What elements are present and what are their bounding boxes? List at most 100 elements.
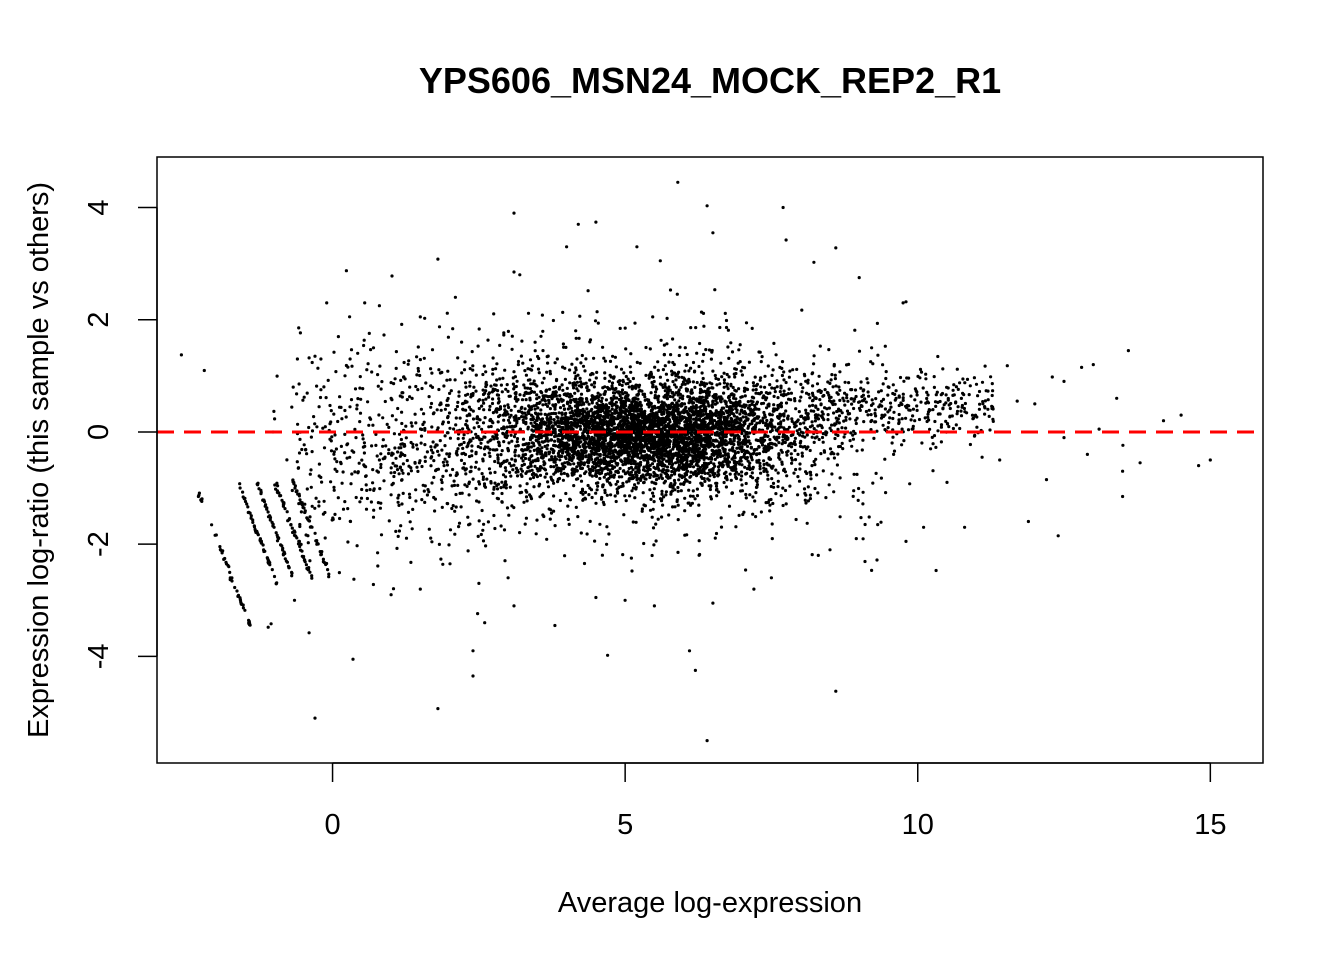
data-point <box>642 445 646 449</box>
data-point <box>610 399 614 403</box>
data-point <box>654 442 658 446</box>
data-point <box>665 408 669 412</box>
data-point <box>657 461 661 465</box>
data-point <box>545 370 549 374</box>
data-point <box>629 370 633 374</box>
data-point <box>805 433 809 437</box>
data-point <box>443 444 447 448</box>
data-point <box>804 408 808 412</box>
data-point <box>566 453 570 457</box>
data-point <box>607 405 611 410</box>
data-point <box>744 492 748 497</box>
data-point <box>558 406 563 410</box>
data-point <box>810 464 814 468</box>
data-point <box>555 467 559 471</box>
data-point <box>432 475 436 479</box>
data-point <box>644 345 648 350</box>
data-point <box>538 443 542 447</box>
data-point <box>610 459 614 464</box>
data-point <box>350 364 354 368</box>
data-point <box>635 402 639 406</box>
data-point <box>697 503 701 507</box>
data-point <box>661 406 665 411</box>
data-point <box>605 542 609 546</box>
data-point <box>502 331 506 335</box>
data-point <box>600 418 605 422</box>
data-point <box>507 405 511 410</box>
data-point <box>697 539 701 543</box>
data-point <box>464 385 468 389</box>
data-point <box>723 311 727 315</box>
data-point <box>795 429 799 433</box>
data-point <box>561 310 565 314</box>
data-point <box>471 436 475 440</box>
data-point <box>587 419 591 423</box>
data-point <box>590 451 594 456</box>
data-point <box>505 506 510 510</box>
data-point <box>672 478 677 483</box>
data-point <box>741 423 746 427</box>
data-point <box>752 396 756 400</box>
data-point <box>689 459 693 463</box>
data-point <box>678 412 682 416</box>
data-point <box>809 409 813 413</box>
data-point <box>615 396 619 400</box>
data-point <box>754 515 758 519</box>
data-point <box>535 475 540 479</box>
data-point <box>695 487 700 491</box>
data-point <box>759 471 763 475</box>
data-point <box>496 440 501 444</box>
data-point <box>553 405 557 409</box>
data-point <box>646 469 650 473</box>
data-point <box>550 425 555 429</box>
data-point <box>512 415 516 419</box>
data-point <box>719 361 723 365</box>
data-point <box>740 483 744 487</box>
data-point <box>520 448 524 452</box>
data-point <box>502 440 506 444</box>
data-point <box>560 421 564 425</box>
data-point <box>736 425 740 429</box>
data-point <box>722 480 726 485</box>
data-point <box>773 390 777 394</box>
data-point <box>506 412 510 416</box>
data-point <box>741 442 745 446</box>
data-point <box>744 321 749 325</box>
data-point <box>682 447 686 451</box>
data-point <box>663 382 667 386</box>
data-point <box>454 492 458 497</box>
data-point <box>578 464 582 468</box>
data-point <box>627 477 632 481</box>
data-point <box>732 454 737 458</box>
data-point <box>552 509 556 513</box>
data-point <box>547 401 551 405</box>
data-point <box>737 446 741 450</box>
data-point <box>814 457 818 461</box>
data-point <box>836 417 840 421</box>
data-point <box>701 464 705 468</box>
data-point <box>472 385 476 389</box>
data-point <box>806 381 810 385</box>
data-point <box>707 386 711 390</box>
data-point <box>542 463 546 467</box>
data-point <box>515 437 520 441</box>
data-point <box>664 415 669 419</box>
data-point <box>506 449 510 453</box>
data-point <box>553 431 557 435</box>
data-point <box>769 418 773 422</box>
data-point <box>614 400 619 404</box>
data-point <box>558 445 562 449</box>
data-point <box>688 396 693 401</box>
data-point <box>608 418 612 422</box>
data-point <box>473 465 477 469</box>
data-point <box>536 406 540 410</box>
data-point <box>470 444 474 448</box>
data-point <box>654 482 658 486</box>
data-point <box>478 438 482 442</box>
data-point <box>522 383 526 387</box>
data-point <box>501 376 505 380</box>
data-point <box>603 452 607 456</box>
data-point <box>641 421 645 425</box>
data-point <box>643 398 647 402</box>
data-point <box>580 489 585 493</box>
